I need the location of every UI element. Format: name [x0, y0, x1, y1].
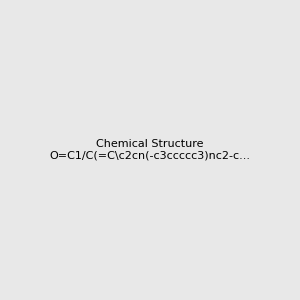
- Text: Chemical Structure
O=C1/C(=C\c2cn(-c3ccccc3)nc2-c...: Chemical Structure O=C1/C(=C\c2cn(-c3ccc…: [50, 139, 250, 161]
